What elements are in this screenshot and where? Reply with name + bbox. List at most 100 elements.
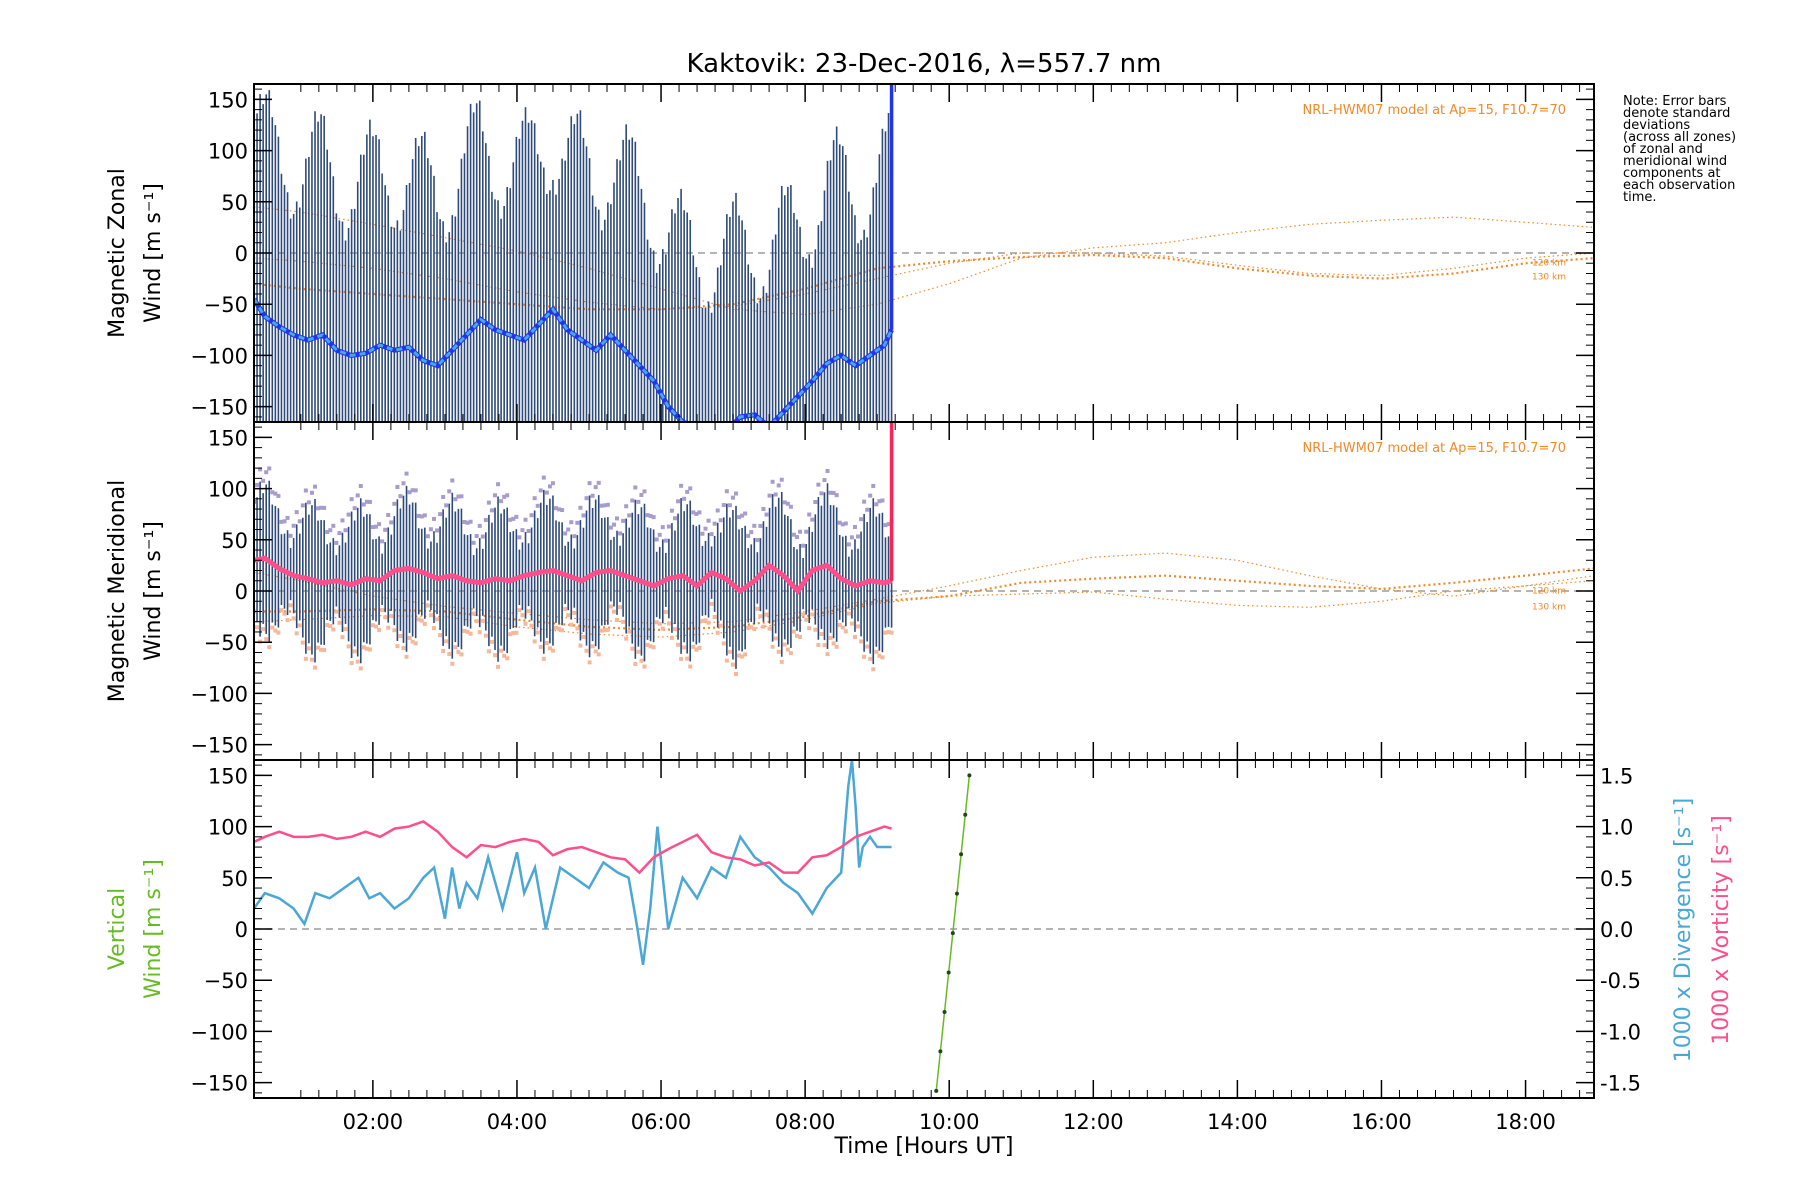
- scatter-point: [788, 504, 793, 509]
- scatter-point: [639, 658, 644, 663]
- scatter-point: [688, 486, 693, 491]
- scatter-point: [724, 489, 729, 494]
- scatter-point: [654, 537, 659, 542]
- scatter-point: [547, 646, 552, 651]
- scatter-point: [261, 627, 266, 632]
- scatter-point: [859, 517, 864, 522]
- scatter-point: [615, 516, 620, 521]
- scatter-point: [740, 513, 745, 518]
- scatter-point: [541, 475, 546, 480]
- scatter-point: [300, 640, 305, 645]
- errorbars: [254, 466, 894, 676]
- scatter-point: [569, 520, 574, 525]
- scatter-point: [505, 656, 510, 661]
- scatter-point: [715, 630, 720, 635]
- model-km-label: 120 km: [1532, 586, 1566, 596]
- scatter-point: [889, 630, 894, 635]
- model-km-label: 130 km: [1532, 603, 1566, 613]
- scatter-point: [563, 531, 568, 536]
- scatter-point: [779, 659, 784, 664]
- scatter-point: [593, 649, 598, 654]
- scatter-point: [435, 617, 440, 622]
- scatter-point: [852, 634, 857, 639]
- vertical-wind-point: [950, 931, 955, 936]
- y-tick-label: 50: [221, 529, 248, 553]
- scatter-point: [526, 609, 531, 614]
- scatter-point: [743, 652, 748, 657]
- scatter-point: [465, 520, 470, 525]
- scatter-point: [325, 623, 330, 628]
- scatter-point: [264, 470, 269, 475]
- scatter-point: [804, 529, 809, 534]
- note-line: meridional wind: [1623, 154, 1728, 169]
- scatter-point: [532, 639, 537, 644]
- scatter-point: [880, 655, 885, 660]
- scatter-point: [770, 644, 775, 649]
- scatter-point: [523, 621, 528, 626]
- scatter-point: [737, 515, 742, 520]
- vertical-wind-point: [967, 773, 972, 778]
- scatter-point: [856, 624, 861, 629]
- scatter-point: [819, 491, 824, 496]
- scatter-point: [285, 618, 290, 623]
- scatter-point: [852, 525, 857, 530]
- scatter-point: [782, 642, 787, 647]
- model-km-label: 130 km: [1532, 273, 1566, 283]
- scatter-point: [401, 646, 406, 651]
- mean-wind-line: [254, 297, 894, 422]
- scatter-point: [370, 623, 375, 628]
- scatter-point: [523, 517, 528, 522]
- x-tick-label: 16:00: [1351, 1110, 1412, 1134]
- scatter-point: [700, 531, 705, 536]
- vertical-wind-point: [934, 1088, 939, 1093]
- scatter-point: [367, 647, 372, 652]
- y-tick-label: −50: [204, 969, 248, 993]
- scatter-point: [346, 644, 351, 649]
- scatter-point: [721, 641, 726, 646]
- scatter-point: [770, 479, 775, 484]
- y2-tick-label: 0.5: [1600, 867, 1633, 891]
- scatter-point: [868, 493, 873, 498]
- scatter-point: [322, 505, 327, 510]
- scatter-point: [590, 493, 595, 498]
- scatter-point: [316, 506, 321, 511]
- scatter-point: [337, 531, 342, 536]
- scatter-point: [557, 507, 562, 512]
- scatter-point: [285, 515, 290, 520]
- scatter-point: [413, 488, 418, 493]
- y2-tick-label: 1.5: [1600, 764, 1633, 788]
- scatter-point: [624, 504, 629, 509]
- scatter-point: [499, 648, 504, 653]
- scatter-point: [444, 503, 449, 508]
- scatter-point: [462, 628, 467, 633]
- scatter-point: [831, 641, 836, 646]
- scatter-point: [294, 631, 299, 636]
- scatter-point: [428, 613, 433, 618]
- scatter-point: [529, 513, 534, 518]
- y2-tick-label: -0.5: [1600, 969, 1641, 993]
- scatter-point: [663, 610, 668, 615]
- scatter-point: [843, 629, 848, 634]
- scatter-point: [856, 534, 861, 539]
- scatter-point: [669, 508, 674, 513]
- scatter-point: [282, 611, 287, 616]
- scatter-point: [447, 489, 452, 494]
- scatter-point: [651, 645, 656, 650]
- scatter-point: [782, 500, 787, 505]
- scatter-point: [572, 610, 577, 615]
- model-curve: [254, 252, 1594, 310]
- scatter-point: [508, 517, 513, 522]
- scatter-point: [483, 633, 488, 638]
- scatter-point: [578, 643, 583, 648]
- scatter-point: [554, 625, 559, 630]
- scatter-point: [419, 514, 424, 519]
- scatter-point: [316, 645, 321, 650]
- scatter-point: [297, 519, 302, 524]
- x-tick-label: 06:00: [631, 1110, 692, 1134]
- scatter-point: [474, 534, 479, 539]
- note-line: deviations: [1623, 118, 1691, 133]
- scatter-point: [712, 615, 717, 620]
- scatter-point: [276, 630, 281, 635]
- scatter-point: [788, 651, 793, 656]
- scatter-point: [846, 542, 851, 547]
